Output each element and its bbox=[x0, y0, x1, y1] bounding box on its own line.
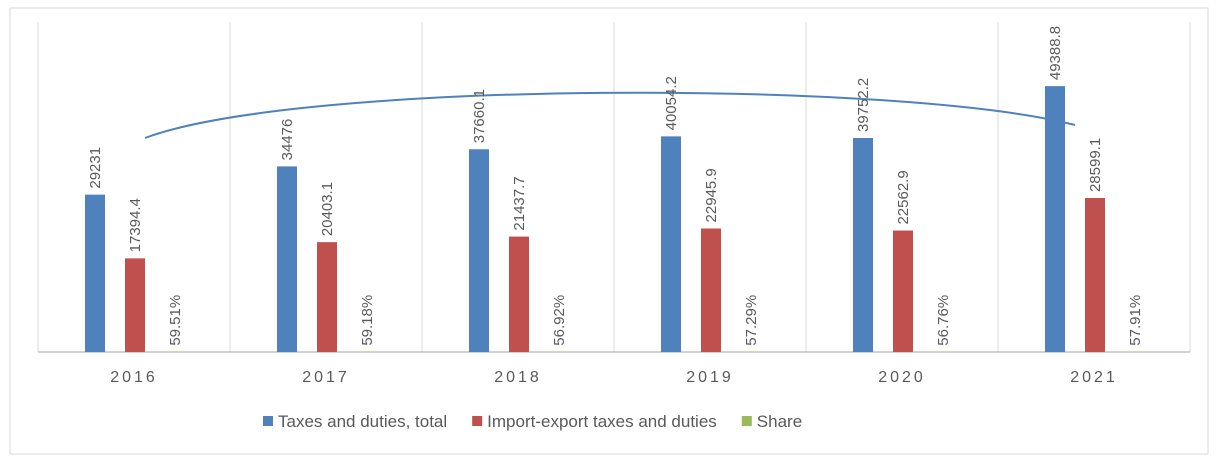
legend-label: Share bbox=[757, 412, 802, 431]
data-label: 34476 bbox=[279, 119, 296, 161]
data-label: 56.92% bbox=[551, 295, 568, 346]
data-label: 37660.1 bbox=[471, 89, 488, 143]
data-label: 22945.9 bbox=[703, 168, 720, 222]
bar bbox=[661, 136, 681, 352]
bar bbox=[853, 138, 873, 352]
data-label: 59.18% bbox=[359, 295, 376, 346]
bar bbox=[893, 230, 913, 352]
x-tick-label: 2018 bbox=[494, 369, 542, 386]
data-label: 39752.2 bbox=[855, 78, 872, 132]
bar bbox=[125, 258, 145, 352]
x-tick-label: 2021 bbox=[1070, 369, 1118, 386]
bar bbox=[1045, 86, 1065, 352]
bar bbox=[85, 194, 105, 352]
x-tick-label: 2016 bbox=[110, 369, 158, 386]
data-label: 57.29% bbox=[743, 295, 760, 346]
data-label: 56.76% bbox=[935, 295, 952, 346]
bar bbox=[701, 228, 721, 352]
legend-swatch bbox=[472, 416, 483, 426]
data-label: 59.51% bbox=[167, 295, 184, 346]
data-label: 49388.8 bbox=[1047, 26, 1064, 80]
data-label: 17394.4 bbox=[127, 198, 144, 252]
legend-swatch bbox=[263, 416, 273, 426]
x-tick-label: 2019 bbox=[686, 369, 734, 386]
data-label: 57.91% bbox=[1127, 295, 1144, 346]
data-label: 20403.1 bbox=[319, 182, 336, 236]
bar bbox=[469, 149, 489, 352]
bar bbox=[1085, 198, 1105, 352]
legend-swatch bbox=[741, 416, 752, 426]
legend-label: Taxes and duties, total bbox=[278, 412, 447, 431]
x-tick-label: 2020 bbox=[878, 369, 926, 386]
bar bbox=[317, 242, 337, 352]
data-label: 21437.7 bbox=[511, 176, 528, 230]
data-label: 40054.2 bbox=[663, 76, 680, 130]
data-label: 29231 bbox=[87, 147, 104, 189]
bar bbox=[277, 166, 297, 352]
chart-frame bbox=[9, 7, 1209, 455]
trend-curve bbox=[144, 91, 1076, 139]
bar bbox=[509, 236, 529, 352]
legend-label: Import-export taxes and duties bbox=[487, 412, 717, 431]
data-label: 22562.9 bbox=[895, 170, 912, 224]
x-tick-label: 2017 bbox=[302, 369, 350, 386]
data-label: 28599.1 bbox=[1087, 138, 1104, 192]
